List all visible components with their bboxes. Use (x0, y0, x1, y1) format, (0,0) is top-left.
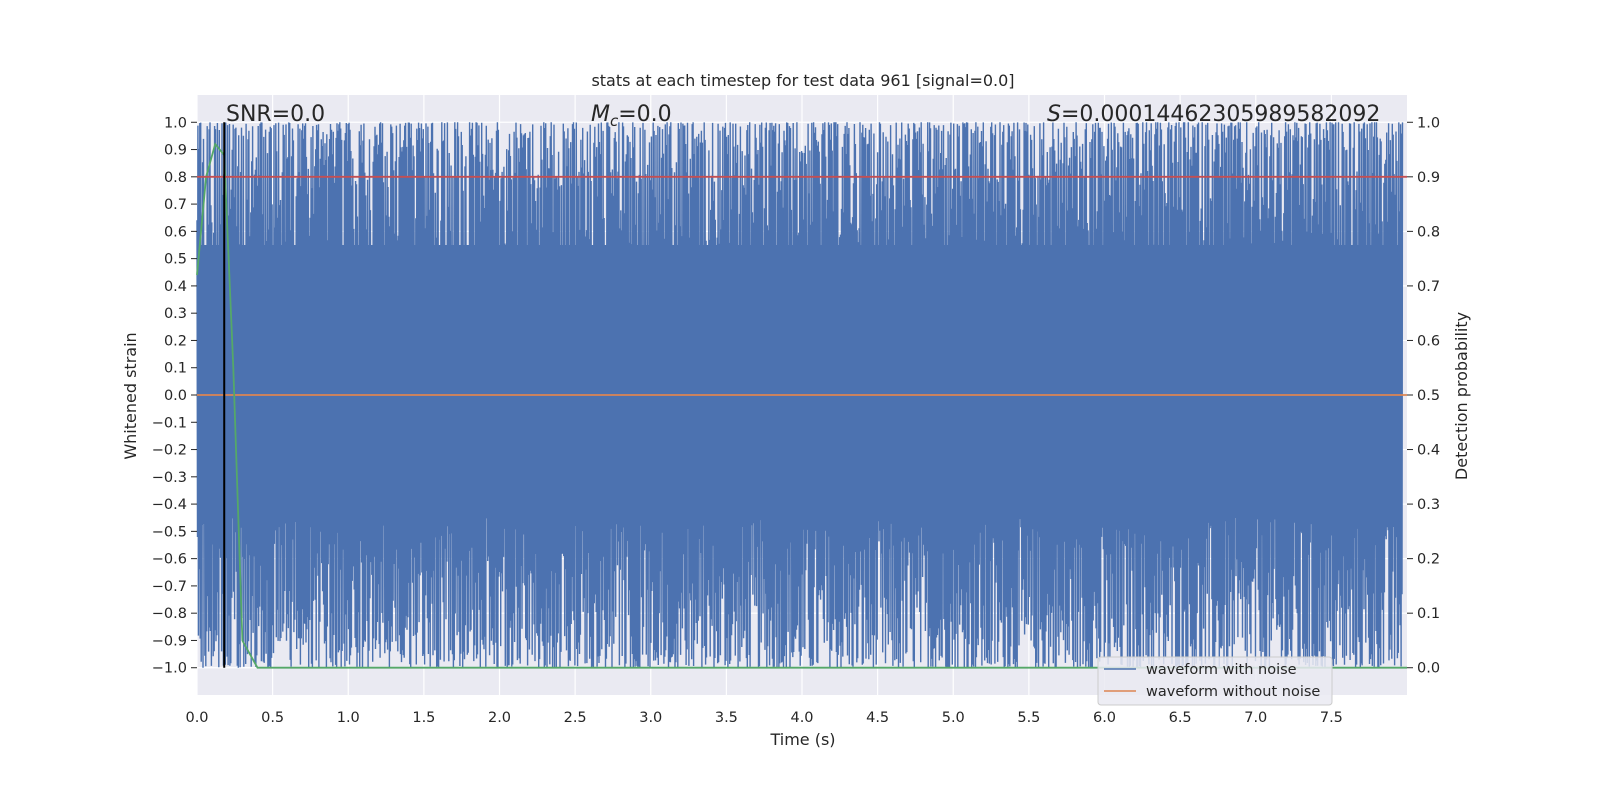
noisy-waveform-series (196, 122, 1404, 668)
left-y-tick-label: 0.6 (164, 224, 187, 240)
x-axis-ticks: 0.0 0.5 1.0 1.5 2.0 2.5 3.0 3.5 4.0 4.5 5.0 5.5 6.0 6… (185, 710, 1342, 726)
noisy-waveform-core (197, 245, 1403, 518)
right-y-tick-label: 0.1 (1417, 606, 1440, 622)
left-y-axis-label: Whitened strain (121, 332, 140, 459)
chirp-mass-annotation: Mc=0.0 (591, 102, 672, 130)
chirp-mass-subscript: c (610, 112, 619, 130)
legend-label-noise: waveform with noise (1146, 662, 1297, 678)
right-y-tick-label: 0.6 (1417, 333, 1440, 349)
legend-label-clean: waveform without noise (1146, 684, 1320, 700)
chart-title: stats at each timestep for test data 961… (591, 71, 1014, 90)
right-y-tick-label: 0.0 (1417, 661, 1440, 677)
right-y-tick-label: 0.9 (1417, 170, 1440, 186)
x-tick-label: 1.0 (337, 710, 360, 726)
x-tick-label: 3.5 (715, 710, 738, 726)
right-y-axis-ticks: 1.0 0.9 0.8 0.7 0.6 0.5 0.4 0.3 0.2 0.1 0.0 (1407, 115, 1440, 677)
x-tick-label: 0.5 (261, 710, 284, 726)
x-tick-label: 1.5 (412, 710, 435, 726)
left-y-tick-label: 0.5 (164, 252, 187, 268)
left-y-tick-label: −0.2 (152, 443, 187, 459)
x-tick-label: 2.5 (564, 710, 587, 726)
left-y-tick-label: −0.5 (152, 524, 187, 540)
line-series (196, 122, 1407, 669)
right-y-tick-label: 0.4 (1417, 443, 1440, 459)
left-y-tick-label: −0.6 (152, 552, 187, 568)
right-y-axis-label: Detection probability (1452, 312, 1471, 480)
legend: waveform with noise waveform without noi… (1097, 656, 1333, 706)
s-value: =0.00014462305989582092 (1061, 102, 1380, 127)
left-y-tick-label: 0.2 (164, 333, 187, 349)
detection-probability-line (196, 142, 1407, 669)
x-tick-label: 7.0 (1244, 710, 1267, 726)
snr-annotation: SNR=0.0 (226, 102, 325, 127)
x-tick-label: 4.5 (866, 710, 889, 726)
left-y-tick-label: −0.3 (152, 470, 187, 486)
x-tick-label: 5.5 (1017, 710, 1040, 726)
x-tick-label: 3.0 (639, 710, 662, 726)
left-y-tick-label: 0.4 (164, 279, 187, 295)
left-y-tick-label: −0.9 (152, 633, 187, 649)
x-tick-label: 7.5 (1320, 710, 1343, 726)
left-y-tick-label: 1.0 (164, 115, 187, 131)
left-y-axis-ticks: 1.0 0.9 0.8 0.7 0.6 0.5 0.4 0.3 0.2 0.1 0.0 −0.1 −0.… (152, 115, 197, 677)
left-y-tick-label: −0.8 (152, 606, 187, 622)
s-symbol: S (1047, 102, 1061, 127)
right-y-tick-label: 0.3 (1417, 497, 1440, 513)
x-axis-label: Time (s) (769, 730, 835, 749)
left-y-tick-label: −0.4 (152, 497, 187, 513)
left-y-tick-label: 0.7 (164, 197, 187, 213)
s-annotation: S=0.00014462305989582092 (1047, 102, 1380, 127)
chirp-mass-value: =0.0 (618, 102, 671, 127)
x-tick-label: 0.0 (185, 710, 208, 726)
left-y-tick-label: 0.9 (164, 143, 187, 159)
chirp-mass-symbol: M (591, 102, 610, 127)
left-y-tick-label: 0.0 (164, 388, 187, 404)
left-y-tick-label: −1.0 (152, 661, 187, 677)
x-tick-label: 4.0 (790, 710, 813, 726)
left-y-tick-label: −0.7 (152, 579, 187, 595)
right-y-tick-label: 0.5 (1417, 388, 1440, 404)
x-tick-label: 5.0 (942, 710, 965, 726)
x-tick-label: 6.5 (1169, 710, 1192, 726)
right-y-tick-label: 0.7 (1417, 279, 1440, 295)
left-y-tick-label: 0.3 (164, 306, 187, 322)
left-y-tick-label: 0.1 (164, 361, 187, 377)
x-tick-label: 6.0 (1093, 710, 1116, 726)
right-y-tick-label: 0.2 (1417, 552, 1440, 568)
right-y-tick-label: 1.0 (1417, 115, 1440, 131)
legend-box (1097, 656, 1333, 706)
left-y-tick-label: −0.1 (152, 415, 187, 431)
right-y-tick-label: 0.8 (1417, 224, 1440, 240)
x-tick-label: 2.0 (488, 710, 511, 726)
left-y-tick-label: 0.8 (164, 170, 187, 186)
